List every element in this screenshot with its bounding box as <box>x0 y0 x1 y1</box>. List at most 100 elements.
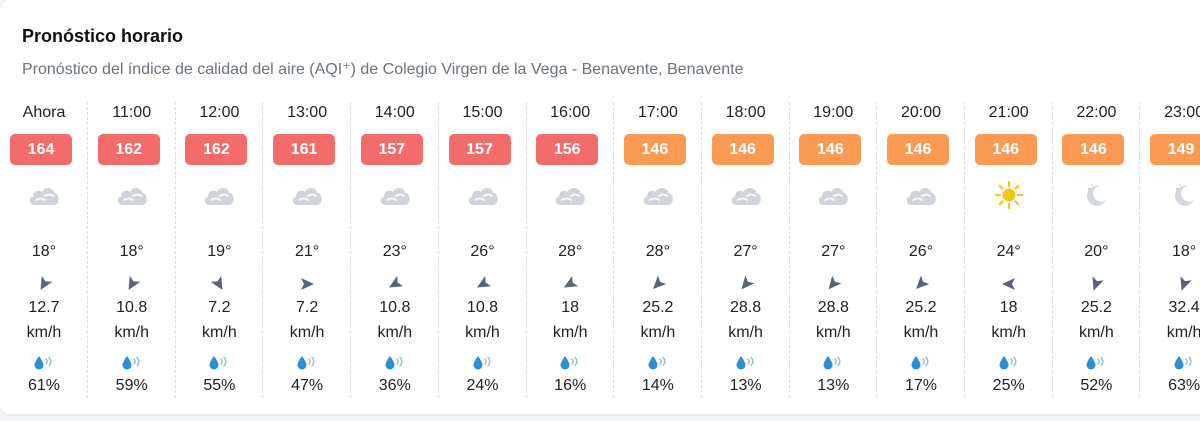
column-divider <box>700 102 702 398</box>
temperature: 18° <box>119 243 144 260</box>
wind-direction-icon <box>877 276 965 292</box>
cloud-icon <box>175 180 263 210</box>
temperature: 18° <box>31 243 57 260</box>
hour-label: 12:00 <box>199 104 240 121</box>
temperature: 23° <box>382 243 407 260</box>
rain-probability: 17% <box>904 377 938 394</box>
wind-speed: 10.8 <box>466 299 499 316</box>
hour-label: 23:00 <box>1164 104 1200 121</box>
hour-label: 20:00 <box>900 104 942 121</box>
wind-direction-icon <box>175 276 263 292</box>
hour-column: 23:00 149 18° 32.4 km/h 63% <box>1140 96 1200 402</box>
hour-column: 12:00 162 19° 7.2 km/h 55% <box>175 96 264 402</box>
wind-speed: 25.2 <box>905 299 937 316</box>
aqi-badge: 149 <box>1150 134 1200 165</box>
wind-speed-unit: km/h <box>815 324 851 341</box>
rain-probability: 59% <box>115 377 148 394</box>
rain-probability: 25% <box>992 377 1025 394</box>
rain-probability: 13% <box>817 377 850 394</box>
hour-label: 18:00 <box>725 104 766 121</box>
moon-icon <box>1052 180 1140 210</box>
wind-speed: 32.4 <box>1168 299 1200 316</box>
wind-speed: 7.2 <box>208 299 231 316</box>
cloud-icon <box>702 180 790 210</box>
wind-speed-unit: km/h <box>1079 324 1114 341</box>
hour-column: 15:00 157 26° 10.8 km/h 24% <box>439 96 527 402</box>
temperature: 21° <box>294 243 320 260</box>
cloud-icon <box>88 180 176 210</box>
wind-speed-unit: km/h <box>552 324 588 341</box>
wind-speed: 18 <box>561 299 580 316</box>
hour-column: 16:00 156 28° 18 km/h 16% <box>526 96 615 402</box>
hour-column: 19:00 146 27° 28.8 km/h 13% <box>789 96 878 402</box>
column-divider <box>876 102 878 398</box>
rain-drop-icon <box>789 354 877 372</box>
rain-probability: 52% <box>1080 377 1113 394</box>
hour-label: 13:00 <box>287 104 328 121</box>
temperature: 27° <box>821 243 846 260</box>
column-divider <box>964 102 965 398</box>
hour-column: 18:00 146 27° 28.8 km/h 13% <box>702 96 790 402</box>
rain-probability: 61% <box>27 377 61 394</box>
column-divider <box>1139 102 1141 398</box>
moon-icon <box>1140 180 1200 210</box>
hour-label: 17:00 <box>637 104 678 121</box>
hour-column: 22:00 146 20° 25.2 km/h 52% <box>1052 96 1141 402</box>
wind-speed-unit: km/h <box>289 324 325 341</box>
rain-probability: 16% <box>554 377 587 394</box>
wind-speed-unit: km/h <box>991 324 1027 341</box>
aqi-badge: 156 <box>536 134 599 165</box>
hour-column: 13:00 161 21° 7.2 km/h 47% <box>263 96 352 402</box>
temperature: 18° <box>1171 243 1197 260</box>
wind-speed: 18 <box>999 299 1018 316</box>
aqi-badge: 146 <box>711 134 774 165</box>
rain-probability: 63% <box>1168 377 1200 394</box>
wind-speed: 28.8 <box>730 299 762 316</box>
column-divider <box>788 102 790 398</box>
cloud-icon <box>439 180 527 210</box>
wind-speed-unit: km/h <box>465 324 500 341</box>
hour-column: 20:00 146 26° 25.2 km/h 17% <box>877 96 965 402</box>
rain-drop-icon <box>526 354 614 372</box>
aqi-badge: 146 <box>1062 134 1125 165</box>
hour-column: 17:00 146 28° 25.2 km/h 14% <box>614 96 702 402</box>
column-divider <box>1051 102 1053 398</box>
wind-speed: 25.2 <box>642 299 674 316</box>
rain-drop-icon <box>1140 354 1200 372</box>
rain-drop-icon <box>1052 354 1140 372</box>
wind-direction-icon <box>702 276 790 292</box>
hour-label: 15:00 <box>462 104 503 121</box>
rain-probability: 14% <box>641 377 674 394</box>
rain-drop-icon <box>614 354 702 372</box>
wind-direction-icon <box>0 276 88 292</box>
wind-direction-icon <box>614 276 702 292</box>
rain-probability: 24% <box>466 377 499 394</box>
rain-drop-icon <box>702 354 790 372</box>
column-divider <box>262 102 264 398</box>
hour-label: 21:00 <box>988 104 1029 121</box>
hour-label: 19:00 <box>813 104 854 121</box>
temperature: 27° <box>733 243 758 260</box>
rain-drop-icon <box>175 354 263 372</box>
wind-speed-unit: km/h <box>377 324 413 341</box>
rain-probability: 13% <box>729 377 762 394</box>
aqi-badge: 157 <box>448 134 511 165</box>
column-divider <box>613 102 615 398</box>
column-divider <box>174 102 176 398</box>
wind-speed: 28.8 <box>817 299 849 316</box>
wind-speed-unit: km/h <box>26 324 62 341</box>
hour-label: 11:00 <box>112 104 152 121</box>
wind-speed-unit: km/h <box>1166 324 1200 341</box>
wind-direction-icon <box>263 276 351 292</box>
aqi-badge: 146 <box>799 134 862 165</box>
aqi-badge: 146 <box>974 134 1037 165</box>
wind-speed: 12.7 <box>28 299 60 316</box>
card-subtitle: Pronóstico del índice de calidad del air… <box>22 61 744 78</box>
rain-drop-icon <box>0 354 88 372</box>
wind-speed: 25.2 <box>1080 299 1112 316</box>
sun-icon <box>965 180 1053 210</box>
rain-drop-icon <box>965 354 1053 372</box>
rain-drop-icon <box>88 354 176 372</box>
rain-drop-icon <box>439 354 527 372</box>
